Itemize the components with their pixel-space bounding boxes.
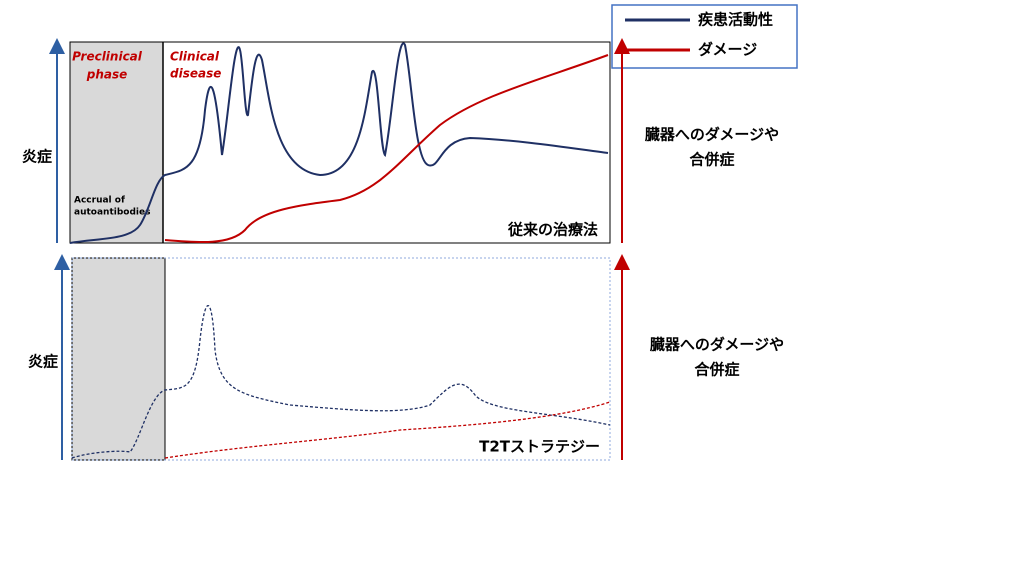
axis-label: 炎症 [28, 353, 58, 371]
phase-label: phase [86, 68, 128, 82]
panel-frame [69, 41, 611, 244]
note: Accrual of [74, 196, 125, 206]
panel-frame [71, 257, 611, 461]
phase-label: disease [170, 67, 221, 81]
phase-label: Clinical [170, 50, 220, 64]
preclinical-region [71, 257, 166, 461]
axis-label: 合併症 [693, 361, 739, 379]
axis-label: 炎症 [22, 148, 52, 166]
damage-curve [164, 401, 611, 459]
axis-label: 臓器へのダメージや [645, 126, 779, 144]
phase-label: Preclinical [72, 50, 143, 64]
axis-label: 臓器へのダメージや [650, 336, 784, 354]
legend-label: ダメージ [698, 41, 757, 59]
legend-label: 疾患活動性 [698, 11, 773, 29]
panel-label: T2Tストラテジー [479, 438, 600, 456]
damage-curve [164, 54, 609, 244]
axis-label: 合併症 [688, 151, 734, 169]
panel-label: 従来の治療法 [507, 221, 598, 239]
legend-box [611, 4, 798, 69]
note: autoantibodies [74, 208, 150, 218]
activity-curve [69, 42, 609, 244]
